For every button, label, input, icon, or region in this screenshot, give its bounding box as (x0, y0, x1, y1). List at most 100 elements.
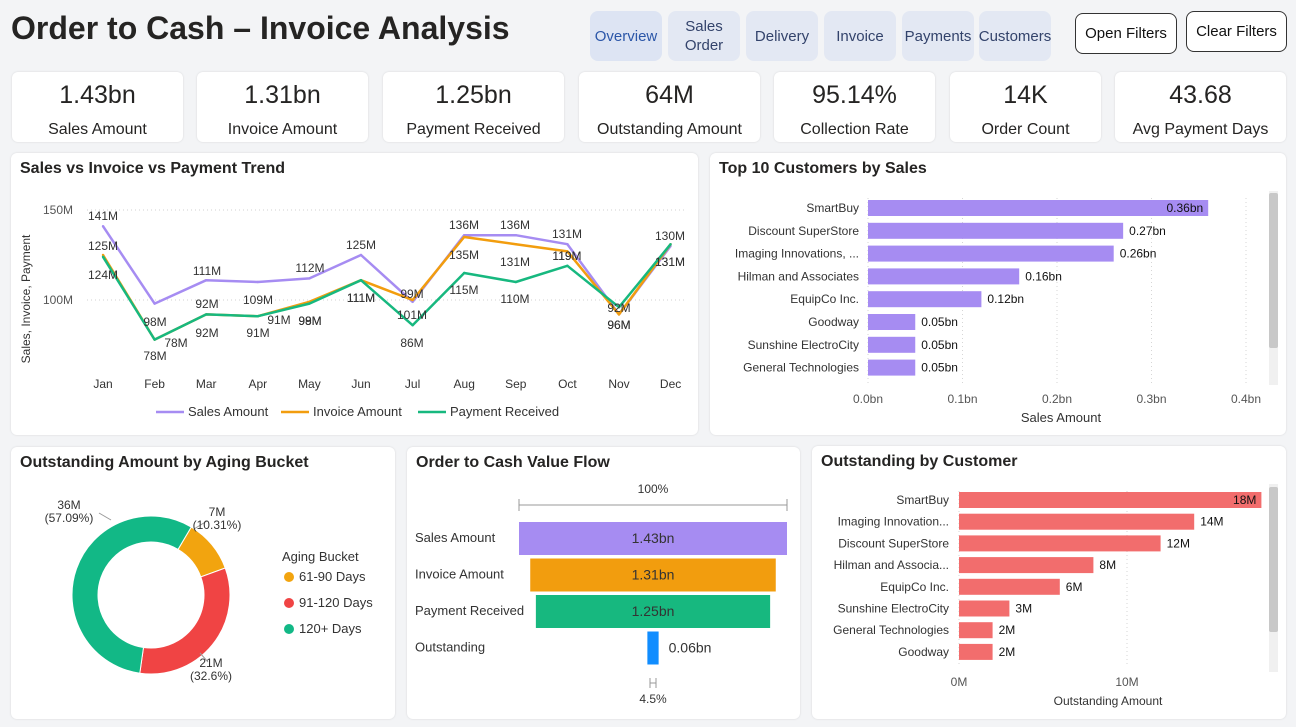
bar (959, 643, 993, 660)
kpi-label: Order Count (981, 121, 1070, 138)
tab-sales-order[interactable]: Sales Order (668, 11, 740, 61)
scrollbar-track[interactable] (1269, 191, 1278, 385)
leader-line (193, 520, 208, 530)
tab-payments[interactable]: Payments (902, 11, 974, 61)
data-label: 0.06bn (669, 640, 712, 656)
kpi-value: 64M (645, 81, 694, 109)
data-label: 125M (88, 239, 118, 253)
slice-pct-label: (57.09%) (45, 511, 94, 525)
data-label: 78M (143, 349, 166, 363)
data-label: 0.26bn (1120, 247, 1157, 261)
data-point (617, 313, 621, 316)
data-label: 2M (999, 623, 1016, 637)
x-tick-label: Mar (196, 377, 217, 391)
tab-invoice[interactable]: Invoice (824, 11, 896, 61)
legend-label: 120+ Days (299, 621, 362, 636)
kpi-value: 95.14% (812, 81, 897, 109)
clear-filters-button[interactable]: Clear Filters (1186, 11, 1287, 52)
data-point (566, 250, 569, 253)
kpi-card-avg-payment-days: 43.68 Avg Payment Days (1115, 72, 1286, 142)
category-label: Hilman and Associa... (834, 558, 949, 572)
data-point (153, 338, 156, 341)
data-point (256, 280, 259, 284)
tab-overview[interactable]: Overview (590, 11, 662, 61)
tab-customers[interactable]: Customers (979, 11, 1051, 61)
x-axis-label: Sales Amount (1021, 410, 1102, 425)
kpi-card-payment-received: 1.25bn Payment Received (383, 72, 564, 142)
data-label: 111M (347, 291, 375, 305)
funnel-bar (647, 631, 659, 665)
chart-title: Top 10 Customers by Sales (719, 160, 927, 177)
legend-title: Aging Bucket (282, 549, 359, 564)
category-label: General Technologies (833, 623, 949, 637)
kpi-card-collection-rate: 95.14% Collection Rate (774, 72, 935, 142)
y-axis-label: Sales, Invoice, Payment (19, 234, 33, 363)
category-label: Hilman and Associates (738, 269, 859, 283)
data-label: 6M (1066, 580, 1083, 594)
series-line-0 (101, 225, 672, 316)
bar (868, 200, 1209, 216)
data-point (153, 302, 156, 305)
data-label: 96M (607, 318, 630, 332)
kpi-card-sales-amount: 1.43bn Sales Amount (12, 72, 183, 142)
kpi-value: 14K (1003, 81, 1048, 109)
data-point (514, 243, 517, 246)
kpi-card-order-count: 14K Order Count (950, 72, 1101, 142)
bar (868, 359, 916, 376)
scrollbar-thumb[interactable] (1269, 487, 1278, 632)
bar (959, 513, 1195, 530)
data-label: 136M (449, 218, 479, 232)
data-label: 8M (1099, 558, 1116, 572)
category-label: Goodway (808, 315, 859, 329)
kpi-value: 1.31bn (244, 81, 321, 109)
data-label: 125M (346, 238, 376, 252)
data-label: 92M (607, 301, 630, 315)
legend-label: Sales Amount (188, 404, 269, 419)
data-label: 98M (143, 315, 166, 329)
slice-pct-label: (32.6%) (190, 669, 232, 683)
data-label: 18M (1233, 493, 1256, 507)
x-tick-label: Oct (558, 377, 577, 391)
chart-title: Outstanding by Customer (821, 453, 1018, 470)
data-label: 96M (607, 318, 630, 332)
outstanding-customer-panel: Outstanding by Customer 0M 10M Outstanding… (812, 446, 1286, 719)
kpi-label: Collection Rate (800, 121, 909, 138)
data-point (617, 306, 621, 309)
data-label: 109M (243, 293, 273, 307)
x-tick-label: Feb (144, 377, 165, 391)
data-point (205, 279, 208, 282)
x-tick-label: Nov (608, 377, 629, 391)
category-label: SmartBuy (806, 201, 859, 215)
data-label: 119M (552, 249, 581, 263)
data-label: 92M (195, 326, 218, 340)
data-point (669, 243, 672, 246)
data-label: 91M (267, 313, 290, 327)
kpi-label: Invoice Amount (227, 121, 338, 138)
data-label: 91M (246, 326, 269, 340)
data-label: 131M (655, 255, 685, 269)
data-label: 101M (397, 308, 427, 322)
category-label: Sunshine ElectroCity (838, 602, 949, 616)
category-label: Discount SuperStore (838, 536, 949, 550)
kpi-label: Sales Amount (48, 121, 147, 138)
category-label: EquipCo Inc. (790, 292, 859, 306)
kpi-label: Avg Payment Days (1132, 121, 1269, 138)
data-label: 112M (295, 261, 324, 275)
scrollbar-thumb[interactable] (1269, 193, 1278, 348)
data-label: 115M (449, 283, 478, 297)
data-label: 3M (1015, 602, 1032, 616)
value-flow-panel: Order to Cash Value Flow 100% Sales Amoun… (407, 447, 800, 719)
tab-delivery[interactable]: Delivery (746, 11, 818, 61)
scrollbar-track[interactable] (1269, 484, 1278, 672)
x-tick-label: 0.0bn (853, 392, 883, 406)
data-label: 99M (298, 314, 321, 328)
x-tick-label: May (298, 377, 321, 391)
kpi-value: 43.68 (1169, 81, 1232, 109)
top-pct-label: 100% (638, 482, 669, 496)
legend-dot (284, 598, 294, 608)
x-tick-label: 0.4bn (1231, 392, 1261, 406)
category-label: Imaging Innovations, ... (735, 247, 859, 261)
legend-label: 61-90 Days (299, 569, 366, 584)
stage-label: Invoice Amount (415, 567, 504, 582)
open-filters-button[interactable]: Open Filters (1075, 13, 1177, 54)
